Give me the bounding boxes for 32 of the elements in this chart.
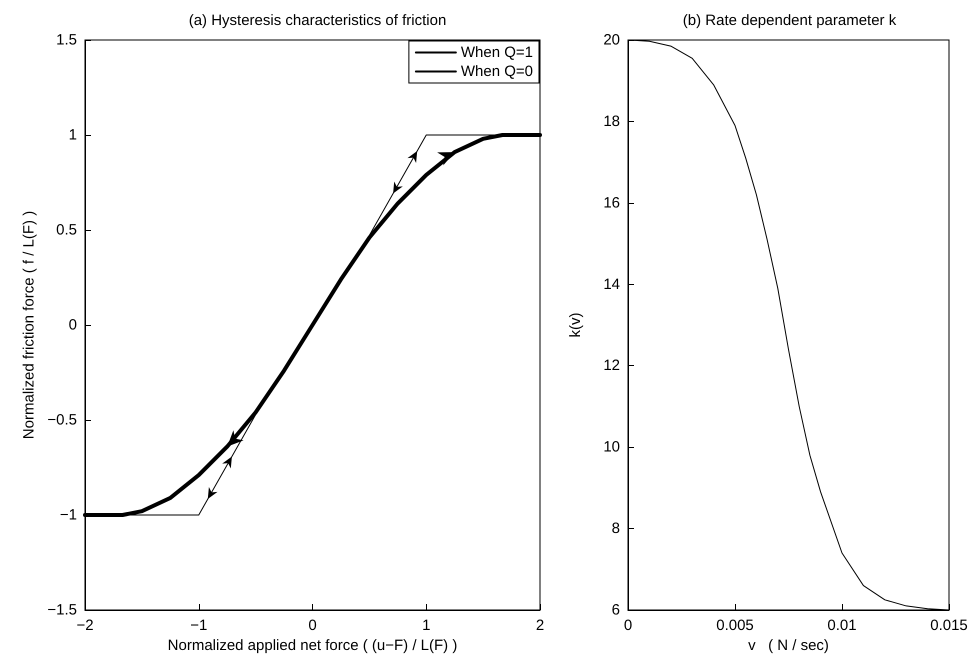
y-tick-label: 20: [603, 32, 620, 48]
x-tick-label: 0: [624, 617, 632, 634]
y-tick-label: 18: [603, 112, 620, 130]
x-tick-label: 0.005: [716, 617, 754, 634]
y-tick-label: −1: [60, 506, 77, 524]
x-tick-label: 0: [308, 617, 317, 634]
chart-title: (b) Rate dependent parameter k: [682, 12, 897, 29]
legend-label: When Q=0: [460, 63, 534, 80]
y-tick-label: 0.5: [56, 222, 77, 238]
x-tick-label: −2: [76, 617, 94, 634]
y-tick-label: 12: [603, 357, 620, 374]
y-tick-label: 10: [603, 438, 620, 456]
y-tick-label: 14: [603, 276, 620, 293]
x-tick-label: 2: [536, 617, 544, 634]
y-axis-title: Normalized friction force ( f / L(F) ): [20, 210, 38, 440]
x-axis-title: Normalized applied net force ( (u−F) / L(F) ): [168, 636, 458, 654]
x-tick-label: −1: [190, 617, 208, 634]
y-tick-label: 16: [603, 194, 620, 212]
y-tick-label: 8: [612, 520, 620, 538]
x-axis-title: v ( N / sec): [748, 636, 829, 654]
y-axis-title: k(v): [567, 312, 584, 338]
y-tick-label: 1: [68, 126, 77, 144]
y-tick-label: 1.5: [56, 32, 77, 48]
chart-title: (a) Hysteresis characteristics of friction: [188, 12, 446, 29]
y-tick-label: 0: [68, 316, 77, 334]
x-tick-label: 1: [422, 617, 430, 634]
y-tick-label: −0.5: [47, 412, 77, 428]
x-tick-label: 0.01: [827, 617, 857, 634]
legend-label: When Q=1: [460, 44, 534, 61]
x-tick-label: 0.015: [930, 617, 968, 634]
y-tick-label: −1.5: [47, 602, 77, 618]
y-tick-label: 6: [612, 602, 620, 618]
